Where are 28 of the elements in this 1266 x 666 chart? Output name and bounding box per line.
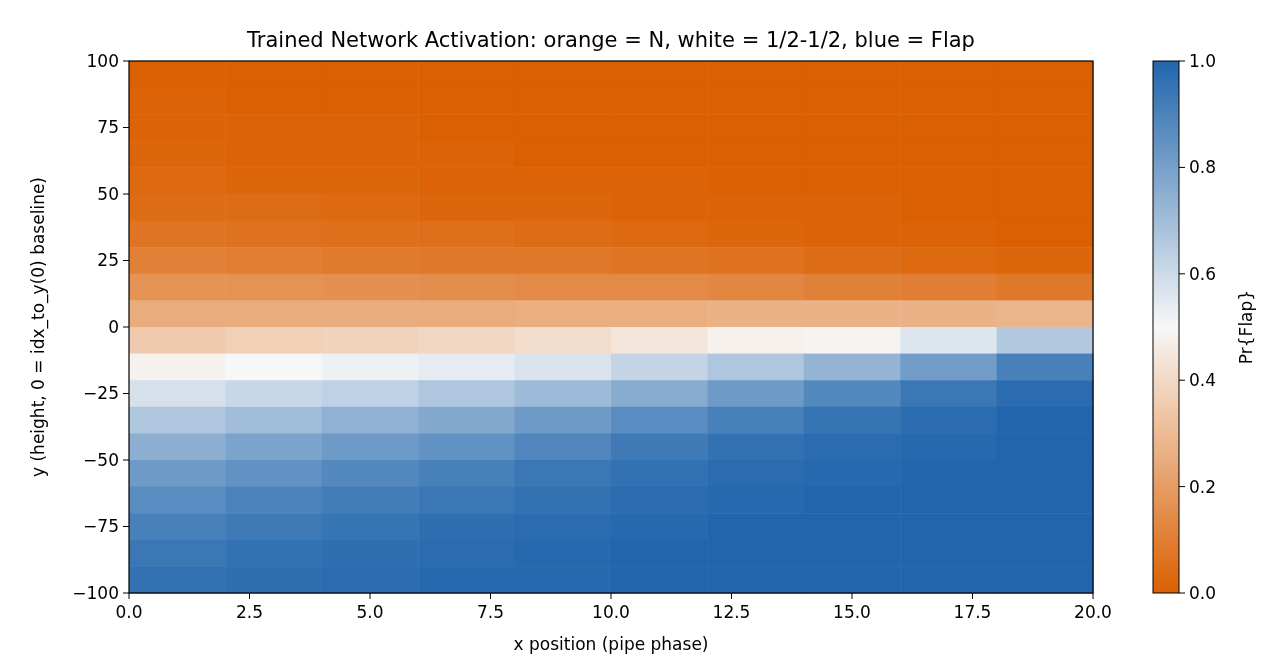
x-tick-label: 12.5 xyxy=(712,602,751,622)
y-tick-label: 25 xyxy=(97,250,119,271)
color-bar-label: 0.0 xyxy=(1189,582,1217,603)
y-tick-label: −100 xyxy=(72,582,119,603)
y-tick-label: 100 xyxy=(86,50,119,71)
x-tick-label: 7.5 xyxy=(476,602,505,622)
y-tick-label: −50 xyxy=(83,449,119,470)
color-bar-label: 0.8 xyxy=(1189,157,1217,178)
chart-title: Trained Network Activation: orange = N, white = 1/2-1/2, blue = Flap xyxy=(246,28,975,52)
x-tick-label: 5.0 xyxy=(356,602,384,622)
x-tick-label: 2.5 xyxy=(235,602,264,622)
y-tick-label: 0 xyxy=(108,316,119,337)
x-tick-label: 20.0 xyxy=(1074,602,1112,622)
y-axis-title: y (height, 0 = idx_to_y(0) baseline) xyxy=(28,177,49,477)
y-tick-label: −75 xyxy=(83,516,119,537)
x-tick-label: 15.0 xyxy=(833,602,871,622)
x-tick-label: 0.0 xyxy=(115,602,143,622)
color-bar-label: 0.2 xyxy=(1189,476,1217,497)
x-tick-label: 10.0 xyxy=(592,602,630,622)
y-tick-label: 75 xyxy=(97,117,119,138)
y-tick-label: 50 xyxy=(97,183,119,204)
color-bar-label: 1.0 xyxy=(1189,50,1217,71)
color-bar-label: 0.4 xyxy=(1189,370,1217,391)
x-tick-label: 17.5 xyxy=(953,602,992,622)
color-bar-label: 0.6 xyxy=(1189,263,1217,284)
color-bar-title: Pr{Flap} xyxy=(1236,289,1256,365)
y-tick-label: −25 xyxy=(83,383,119,404)
x-axis-title: x position (pipe phase) xyxy=(513,634,709,654)
